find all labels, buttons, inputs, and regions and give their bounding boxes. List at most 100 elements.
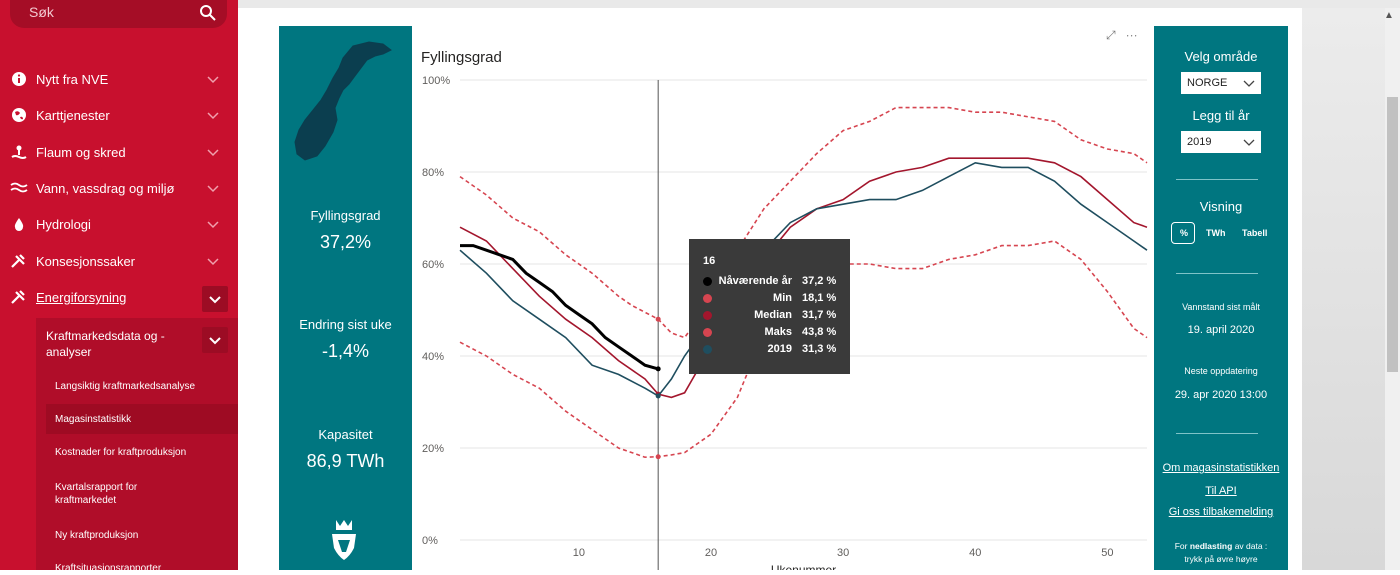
link-om-magasinstatistikken[interactable]: Om magasinstatistikken [1162, 462, 1280, 474]
search-icon[interactable] [199, 4, 217, 22]
search-input[interactable]: Søk [29, 4, 54, 20]
y-tick-label: 20% [422, 443, 444, 455]
collapse-submenu-button[interactable] [202, 327, 228, 353]
download-note: For nedlasting av data : [1154, 540, 1288, 552]
background-image [1302, 8, 1400, 570]
tooltip-series-name: Nåværende år [718, 275, 792, 287]
scrollbar-thumb[interactable] [1387, 97, 1398, 372]
y-tick-label: 80% [422, 167, 444, 179]
sidebar-item-energiforsyning[interactable]: Energiforsyning [0, 281, 238, 317]
submenu-kraftmarkedsdata[interactable]: Kraftmarkedsdata og - analyser [36, 318, 238, 370]
tooltip-title: 16 [703, 255, 716, 267]
top-border [0, 0, 1400, 8]
chevron-down-icon[interactable] [206, 72, 220, 86]
x-tick-label: 50 [1101, 547, 1113, 559]
capacity-value: 86,9 TWh [306, 451, 385, 471]
subitem-kostnader[interactable]: Kostnader for kraftproduksjon [55, 447, 187, 458]
year-selected-value: 2019 [1187, 136, 1212, 148]
chevron-down-icon[interactable] [206, 181, 220, 195]
chevron-down-icon[interactable] [206, 108, 220, 122]
waves-icon [10, 180, 28, 198]
download-note-2: trykk på øvre høyre [1184, 554, 1258, 564]
x-tick-label: 10 [573, 547, 585, 559]
chevron-down-icon [1243, 80, 1255, 87]
sidebar-item-label: Karttjenester [36, 108, 110, 123]
subitem-kvartalsrapport[interactable]: Kvartalsrapport for kraftmarkedet [55, 482, 138, 506]
sidebar-item-label: Nytt fra NVE [36, 72, 109, 87]
norway-map-icon [294, 41, 392, 161]
x-axis-label: Ukenummer [771, 563, 836, 570]
area-selected-value: NORGE [1187, 77, 1228, 89]
sidebar-item-konsesjonssaker[interactable]: Konsesjonssaker [0, 245, 238, 281]
sidebar-item-hydrologi[interactable]: Hydrologi [0, 208, 238, 244]
tooltip-series-name: Median [754, 309, 792, 321]
subitem-magasinstatistikk[interactable]: Magasinstatistikk [55, 414, 132, 425]
chevron-down-icon [209, 337, 221, 345]
active-item-highlight [46, 404, 238, 434]
scroll-up-arrow-icon[interactable]: ▲ [1384, 10, 1394, 21]
legend-dot-icon [703, 294, 712, 303]
link-til-api[interactable]: Til API [1205, 485, 1237, 497]
subitem-kraftsituasjonsrapporter[interactable]: Kraftsituasjonsrapporter [55, 563, 162, 574]
chart-title: Fyllingsgrad [421, 49, 502, 66]
view-percent-label: % [1180, 228, 1189, 238]
note-text: For [1174, 541, 1190, 551]
next-update-value: 29. apr 2020 13:00 [1174, 389, 1268, 401]
info-icon [10, 71, 28, 89]
chevron-down-icon [209, 296, 221, 304]
flood-icon [10, 144, 28, 162]
sidebar-item-vann-vassdrag-og-miljo[interactable]: Vann, vassdrag og miljø [0, 172, 238, 208]
tooltip-series-value: 18,1 % [802, 292, 837, 304]
sidebar-item-flaum-og-skred[interactable]: Flaum og skred [0, 136, 238, 172]
sidebar-item-label: Hydrologi [36, 217, 91, 232]
focus-mode-icon[interactable]: ⤢ [1106, 28, 1116, 42]
kpi-panel: Fyllingsgrad 37,2% Endring sist uke -1,4… [279, 26, 412, 570]
nve-lion-logo-icon [332, 520, 356, 560]
divider [1176, 433, 1258, 434]
note-bold: nedlasting [1189, 541, 1233, 551]
sidebar-item-karttjenester[interactable]: Karttjenester [0, 99, 238, 135]
more-options-icon[interactable]: ⋯ [1125, 28, 1138, 42]
y-tick-label: 40% [422, 351, 444, 363]
view-twh-button[interactable]: TWh [1206, 228, 1226, 238]
chevron-down-icon[interactable] [206, 254, 220, 268]
year-dropdown[interactable]: 2019 [1181, 131, 1261, 153]
tooltip-series-value: 31,7 % [802, 309, 837, 321]
sidebar-item-label: Vann, vassdrag og miljø [36, 181, 175, 196]
tooltip-series-name: Maks [764, 326, 792, 338]
sidebar-item-label: Konsesjonssaker [36, 254, 135, 269]
view-tabell-button[interactable]: Tabell [1242, 228, 1268, 238]
measured-label: Vannstand sist målt [1182, 302, 1260, 312]
collapse-button[interactable] [202, 286, 228, 312]
search-box[interactable]: Søk [10, 0, 227, 28]
area-dropdown[interactable]: NORGE [1181, 72, 1261, 94]
legend-dot-icon [703, 328, 712, 337]
fill-label: Fyllingsgrad [310, 208, 381, 223]
tooltip-row: Maks 43,8 % [689, 325, 850, 341]
tooltip-row: Nåværende år 37,2 % [689, 274, 850, 290]
chevron-down-icon[interactable] [206, 217, 220, 231]
series-line [459, 157, 1148, 399]
next-update-label: Neste oppdatering [1184, 366, 1258, 376]
subitem-ny-kraftproduksjon[interactable]: Ny kraftproduksjon [55, 530, 139, 541]
tooltip-series-value: 31,3 % [802, 343, 837, 355]
divider [1176, 273, 1258, 274]
tooltip-row: 2019 31,3 % [689, 342, 850, 358]
y-tick-label: 100% [422, 75, 450, 87]
control-panel: Velg område NORGE Legg til år 2019 Visni… [1154, 26, 1288, 570]
hover-point [655, 454, 661, 460]
link-gi-oss-tilbakemelding[interactable]: Gi oss tilbakemelding [1168, 506, 1274, 518]
subitem-langsiktig[interactable]: Langsiktig kraftmarkedsanalyse [55, 381, 196, 392]
sidebar-item-nytt-fra-nve[interactable]: Nytt fra NVE [0, 63, 238, 99]
change-label: Endring sist uke [299, 317, 392, 332]
view-label: Visning [1199, 199, 1243, 214]
legend-dot-icon [703, 345, 712, 354]
note-text: av data : [1232, 541, 1268, 551]
tooltip-series-value: 37,2 % [802, 275, 837, 287]
y-tick-label: 0% [422, 535, 438, 547]
legend-dot-icon [703, 311, 712, 320]
view-percent-button[interactable]: % [1171, 222, 1195, 244]
globe-icon [10, 107, 28, 125]
chevron-down-icon[interactable] [206, 145, 220, 159]
hover-point [655, 393, 661, 399]
